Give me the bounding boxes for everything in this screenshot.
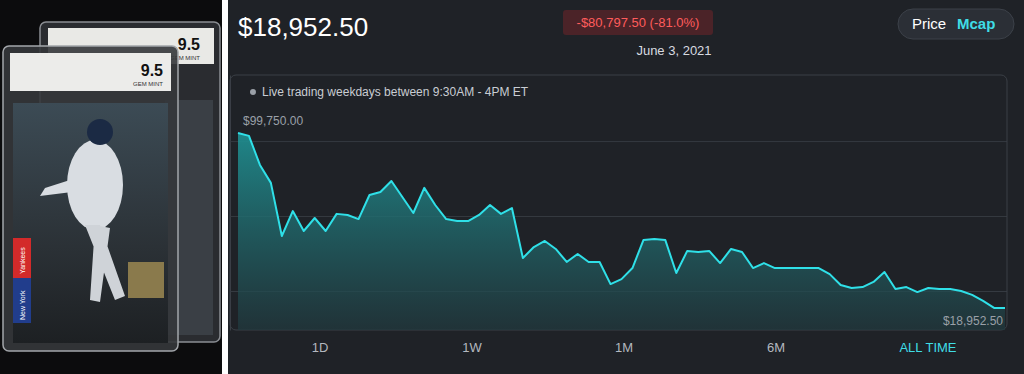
card-photo: 9.5GEM MINT9.5GEM MINTNew YorkYankees — [3, 22, 220, 351]
price: $18,952.50 — [238, 12, 368, 42]
card-slab-front — [3, 46, 178, 351]
toggle-option[interactable]: Mcap — [957, 15, 995, 32]
toggle-option[interactable]: Price — [912, 15, 946, 32]
price-line — [238, 133, 1005, 308]
player-body — [67, 140, 123, 230]
range-button[interactable]: 1M — [615, 340, 633, 355]
card-logo — [128, 262, 164, 298]
change: -$80,797.50 (-81.0%) — [577, 15, 700, 30]
change-badge — [563, 10, 713, 35]
team-strip-red — [13, 238, 31, 278]
range-button[interactable]: 1D — [312, 340, 329, 355]
page: 9.5GEM MINT9.5GEM MINTNew YorkYankees$18… — [0, 0, 1024, 374]
note: Live trading weekdays between 9:30AM - 4… — [262, 85, 529, 99]
plot-frame — [230, 75, 1007, 330]
card-label-front — [10, 53, 171, 91]
team-name: Yankees — [19, 247, 26, 274]
card-photo-area — [13, 103, 168, 343]
date: June 3, 2021 — [636, 43, 711, 58]
team-name: New York — [19, 290, 26, 320]
toggle-pill — [898, 9, 1014, 39]
y-axis — [230, 76, 1007, 331]
card-grade: 9.5 — [141, 62, 163, 79]
price-area — [238, 133, 1005, 330]
chart-background — [228, 0, 1024, 374]
range-button[interactable]: 6M — [767, 340, 785, 355]
card-grade-word: GEM MINT — [133, 81, 163, 87]
annotation-end: $18,952.50 — [943, 314, 1003, 328]
page-background — [0, 0, 1024, 374]
player-arm — [40, 180, 72, 196]
tick — [230, 141, 1007, 142]
player-head — [87, 119, 113, 145]
photo-background — [0, 0, 222, 374]
live-dot — [250, 89, 256, 95]
team-strip-blue — [13, 278, 31, 323]
grid-line — [230, 141, 1007, 142]
annotation-start: $99,750.00 — [243, 114, 303, 128]
marks — [238, 133, 1005, 330]
card-grade: 9.5 — [178, 36, 200, 53]
range-button[interactable]: ALL TIME — [899, 340, 956, 355]
range-button[interactable]: 1W — [462, 340, 482, 355]
player-legs — [85, 225, 125, 302]
